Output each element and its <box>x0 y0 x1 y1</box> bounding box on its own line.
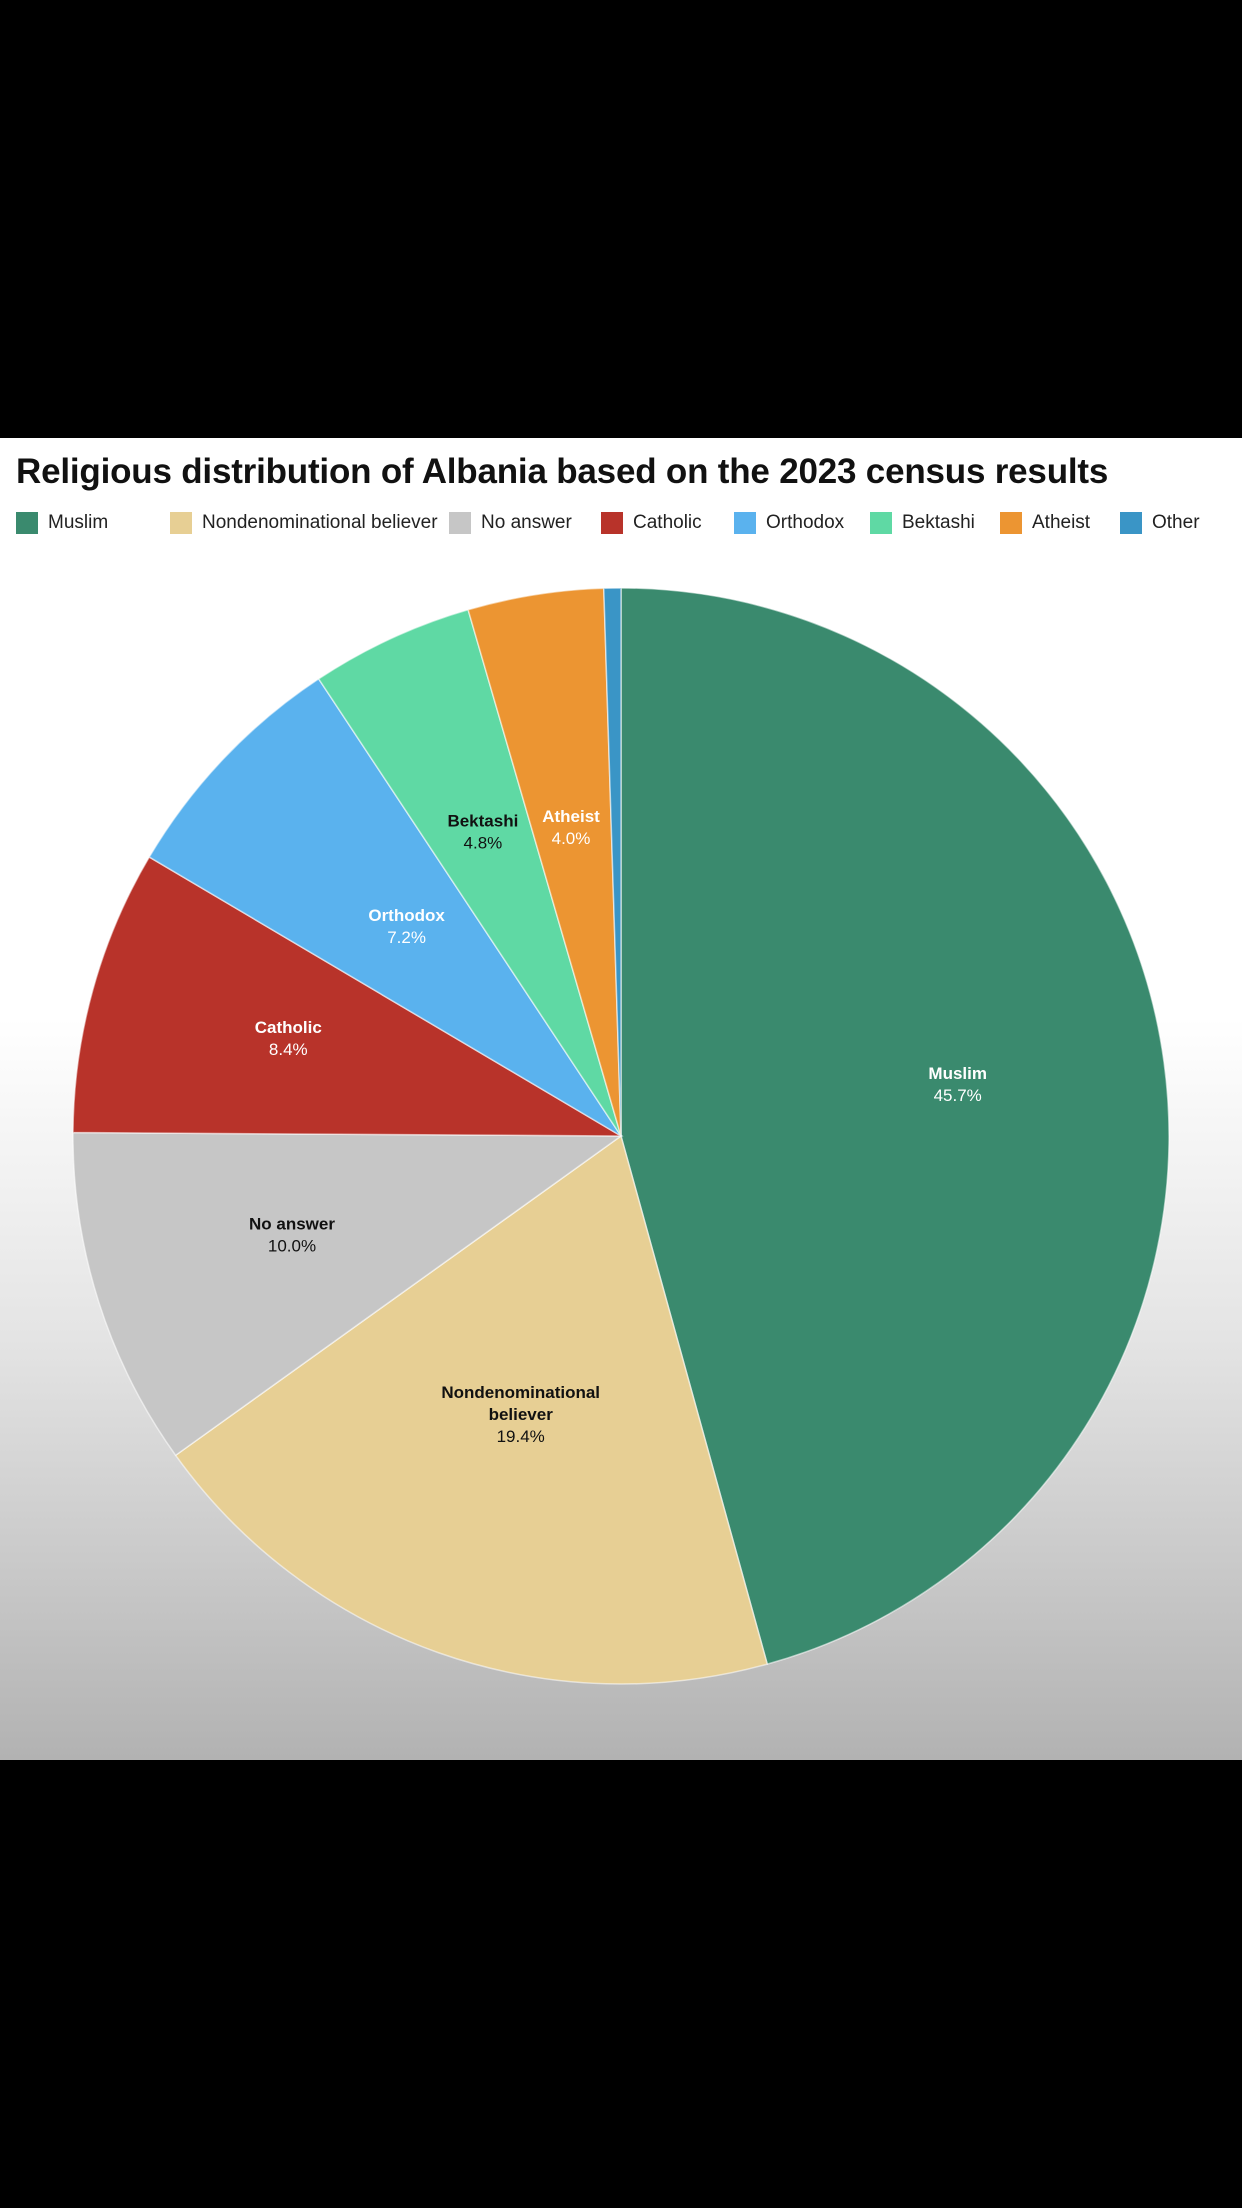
slice-value-label: 19.4% <box>497 1427 545 1446</box>
slice-category-label: believer <box>489 1405 554 1424</box>
pie-slice-catholic <box>72 856 624 1137</box>
pie-chart: Muslim 45.7% Nondenominational believer 19.4… <box>72 587 1170 1685</box>
chart-title: Religious distribution of Albania based … <box>16 452 1109 491</box>
legend-item-atheist: Atheist <box>1000 512 1090 534</box>
pie-slice-nondenominational-believer <box>174 1134 769 1685</box>
legend-label: No answer <box>481 512 572 533</box>
legend-label: Atheist <box>1032 512 1091 533</box>
pie-slice-orthodox <box>148 677 622 1137</box>
pie-slice-muslim <box>620 587 1170 1666</box>
slice-category-label: Orthodox <box>368 906 445 925</box>
slice-label-orthodox: Orthodox 7.2% <box>368 906 445 947</box>
slice-category-label: No answer <box>249 1215 335 1234</box>
legend-label: Orthodox <box>766 512 845 533</box>
legend-label: Nondenominational believer <box>202 512 438 533</box>
slice-value-label: 4.8% <box>464 834 503 853</box>
pie-slice-no-answer <box>72 1131 624 1457</box>
slice-label-atheist: Atheist 4.0% <box>542 807 600 848</box>
slice-value-label: 8.4% <box>269 1040 308 1059</box>
slice-value-label: 10.0% <box>268 1237 316 1256</box>
slice-label-bektashi: Bektashi 4.8% <box>447 812 518 853</box>
legend-swatch <box>870 512 892 534</box>
legend-item-nondenominational-believer: Nondenominational believer <box>170 512 438 534</box>
chart-card: Religious distribution of Albania based … <box>0 438 1242 1760</box>
legend-item-catholic: Catholic <box>601 512 702 534</box>
legend-label: Bektashi <box>902 512 975 533</box>
pie-slice-other <box>603 587 622 1137</box>
legend-item-orthodox: Orthodox <box>734 512 844 534</box>
legend-swatch <box>1000 512 1022 534</box>
chart-legend: Muslim Nondenominational believer No answe… <box>16 512 1236 540</box>
slice-label-no-answer: No answer 10.0% <box>249 1215 335 1256</box>
pie-slice-bektashi <box>317 608 622 1137</box>
slice-category-label: Nondenominational <box>441 1383 600 1402</box>
slice-category-label: Bektashi <box>447 812 518 831</box>
legend-item-bektashi: Bektashi <box>870 512 975 534</box>
bottom-black-bar <box>0 1760 1242 2208</box>
legend-swatch <box>1120 512 1142 534</box>
legend-swatch <box>170 512 192 534</box>
legend-swatch <box>16 512 38 534</box>
legend-item-other: Other <box>1120 512 1200 534</box>
legend-label: Catholic <box>633 512 702 533</box>
legend-label: Other <box>1152 512 1200 533</box>
legend-label: Muslim <box>48 512 109 533</box>
top-black-bar <box>0 0 1242 438</box>
legend-item-muslim: Muslim <box>16 512 108 534</box>
legend-swatch <box>449 512 471 534</box>
legend-swatch <box>734 512 756 534</box>
slice-value-label: 7.2% <box>387 928 426 947</box>
legend-swatch <box>601 512 623 534</box>
slice-category-label: Atheist <box>542 807 600 826</box>
slice-label-nondenominational-believer: Nondenominational believer 19.4% <box>441 1383 600 1446</box>
slice-value-label: 4.0% <box>552 829 591 848</box>
slice-category-label: Muslim <box>928 1064 987 1083</box>
slice-category-label: Catholic <box>255 1018 322 1037</box>
slice-value-label: 45.7% <box>934 1086 982 1105</box>
slice-label-muslim: Muslim 45.7% <box>928 1064 987 1105</box>
legend-item-no-answer: No answer <box>449 512 572 534</box>
slice-label-catholic: Catholic 8.4% <box>255 1018 322 1059</box>
